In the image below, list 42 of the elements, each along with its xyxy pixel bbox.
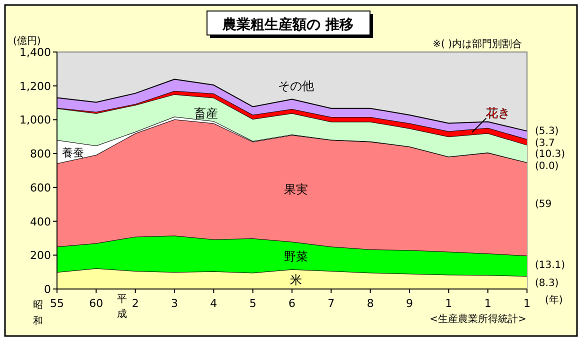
y-axis-title: (億円) xyxy=(13,35,41,47)
y-tick-label: 400 xyxy=(30,215,51,228)
y-tick-label: 1,200 xyxy=(20,80,51,93)
x-axis-title: (年) xyxy=(545,294,563,306)
x-tick-label: 9 xyxy=(406,297,413,310)
y-tick-label: 0 xyxy=(44,283,51,296)
x-tick-label: 1 xyxy=(524,297,530,310)
text: (5.3) xyxy=(535,126,559,137)
x-tick-label: 8 xyxy=(366,297,374,310)
text: (0.0) xyxy=(535,161,559,172)
text: (8.3) xyxy=(535,278,559,289)
x-tick-label: 1 xyxy=(445,297,452,310)
x-tick-label: 4 xyxy=(210,297,218,310)
series-label: 米 xyxy=(290,273,302,288)
x-tick-label: 5 xyxy=(249,297,256,310)
text: 昭和 xyxy=(33,300,43,327)
x-tick-label: 55 xyxy=(50,297,64,310)
y-tick-label: 1,400 xyxy=(20,46,51,59)
series-label: 養蚕 xyxy=(62,146,84,160)
x-tick-label: 2 xyxy=(132,297,139,310)
x-tick-label: 6 xyxy=(288,297,296,310)
x-tick-label: 3 xyxy=(171,297,178,310)
x-tick-label: 60 xyxy=(89,297,104,310)
text: (10.3) xyxy=(535,149,566,160)
y-tick-label: 1,000 xyxy=(20,114,51,127)
y-tick-label: 600 xyxy=(30,181,51,194)
text: ※( )内は部門別割合 xyxy=(432,38,522,50)
series-label: 果実 xyxy=(284,182,308,196)
text: (13.1) xyxy=(535,260,566,271)
chart-title: 農業粗生産額の 推移 xyxy=(222,16,354,33)
series-label: その他 xyxy=(278,79,314,94)
text: (3.7 xyxy=(535,138,555,149)
x-tick-label: 7 xyxy=(328,297,335,310)
series-label: 花き xyxy=(486,106,510,120)
series-label: 野菜 xyxy=(284,250,308,264)
text: <生産農業所得統計> xyxy=(430,313,526,325)
x-tick-label: 1 xyxy=(484,297,492,310)
y-tick-label: 200 xyxy=(30,249,51,262)
text: 平成 xyxy=(117,294,127,320)
text: (59 xyxy=(535,199,552,210)
series-label: 畜産 xyxy=(194,106,218,120)
y-tick-label: 800 xyxy=(30,148,51,161)
